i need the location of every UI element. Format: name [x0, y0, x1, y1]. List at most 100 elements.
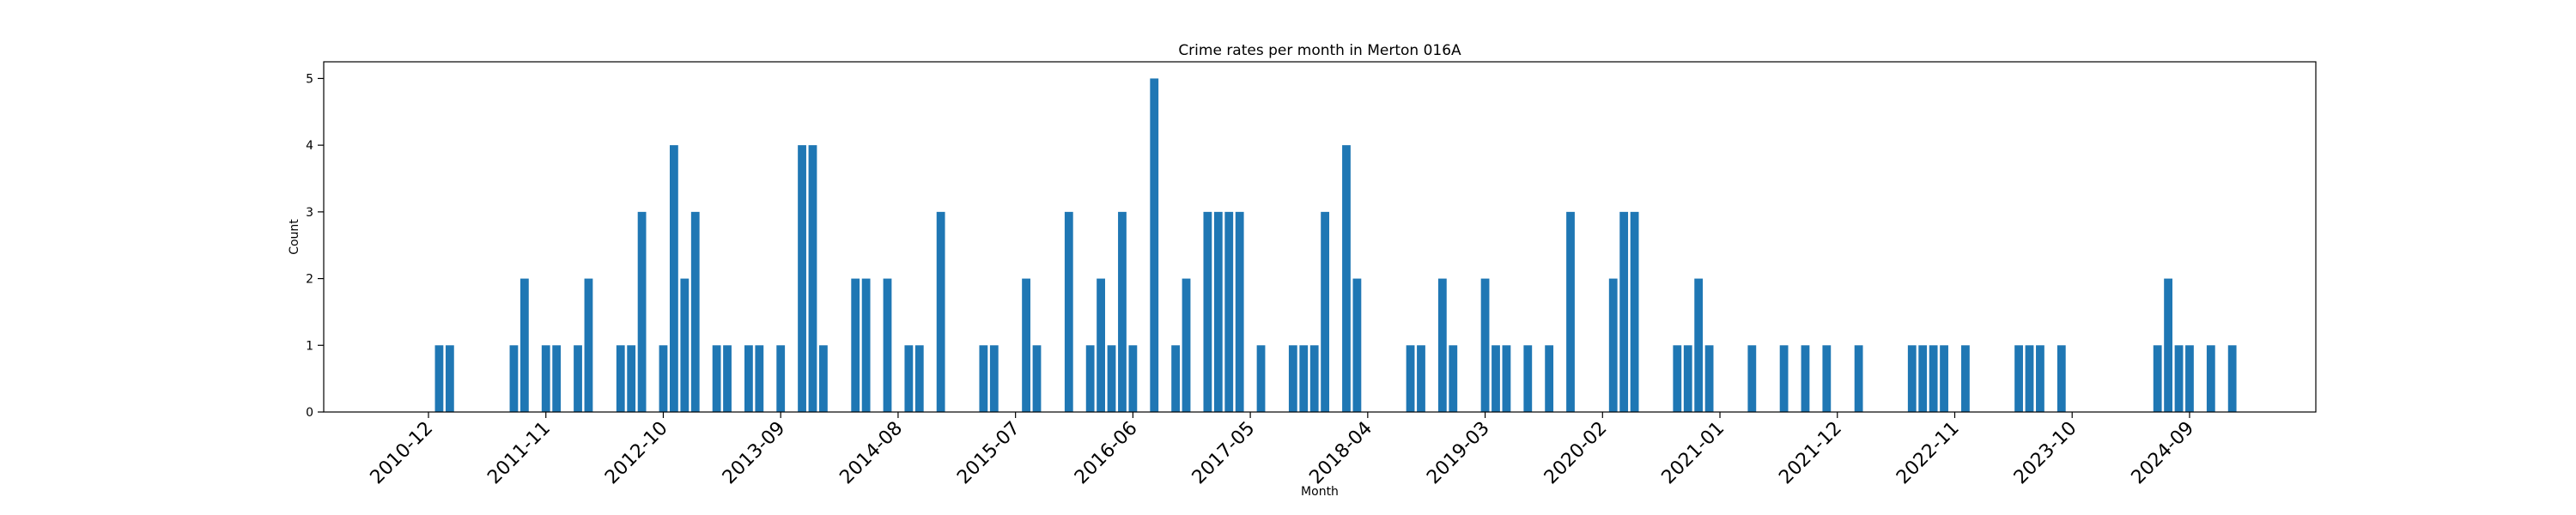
x-tick-label: 2022-11: [1893, 418, 1964, 489]
bar-2021-09: [1801, 345, 1810, 412]
bar-2020-10: [1683, 345, 1692, 412]
bar-2016-02: [1085, 345, 1095, 412]
bar-2017-06: [1256, 345, 1266, 412]
bar-2022-10: [1940, 345, 1948, 412]
bar-2011-12: [552, 345, 562, 412]
bar-2012-08: [637, 211, 647, 412]
bar-2018-02: [1342, 145, 1351, 412]
bar-2019-07: [1523, 345, 1533, 412]
x-tick-label: 2023-10: [2010, 418, 2081, 489]
x-axis-label: Month: [1301, 485, 1339, 499]
bar-2023-09: [2057, 345, 2066, 412]
bar-2024-11: [2206, 345, 2215, 412]
bar-2015-04: [979, 345, 988, 412]
bar-2018-03: [1352, 278, 1362, 412]
bar-2019-11: [1566, 211, 1575, 412]
bar-2013-06: [744, 345, 753, 412]
bar-2017-01: [1203, 211, 1212, 412]
x-tick-label: 2013-09: [719, 418, 790, 489]
bar-2024-06: [2153, 345, 2162, 412]
bar-2015-08: [1022, 278, 1030, 412]
bar-2023-07: [2036, 345, 2044, 412]
bar-2011-09: [519, 278, 529, 412]
bar-2014-07: [883, 278, 892, 412]
bar-2024-08: [2174, 345, 2184, 412]
bar-2025-01: [2227, 345, 2237, 412]
bar-2016-05: [1118, 211, 1127, 412]
bar-2022-12: [1961, 345, 1970, 412]
bar-2024-07: [2164, 278, 2172, 412]
bar-2013-07: [755, 345, 764, 412]
bar-2012-06: [616, 345, 625, 412]
bar-2016-04: [1107, 345, 1116, 412]
x-tick-label: 2012-10: [601, 418, 672, 489]
bar-2012-03: [584, 278, 593, 412]
bar-2014-10: [914, 345, 924, 412]
x-tick-label: 2015-07: [953, 418, 1024, 489]
bar-2016-08: [1150, 78, 1159, 413]
bar-2011-01: [434, 345, 444, 412]
x-tick-label: 2016-06: [1071, 418, 1142, 489]
bar-2021-11: [1822, 345, 1832, 412]
x-tick-label: 2014-08: [835, 418, 907, 489]
bar-2022-08: [1918, 345, 1928, 412]
bar-2018-09: [1417, 345, 1425, 412]
bar-2019-04: [1492, 345, 1500, 412]
x-tick-label: 2019-03: [1423, 418, 1494, 489]
bar-2022-02: [1854, 345, 1863, 412]
y-tick-label: 5: [306, 72, 313, 86]
x-tick-label: 2024-09: [2128, 418, 2199, 489]
bar-2011-02: [445, 345, 454, 412]
y-axis: 0 1 2 3 4 5: [306, 72, 324, 420]
bar-2015-05: [989, 345, 999, 412]
y-axis-label: Count: [288, 219, 301, 255]
bar-2017-09: [1288, 345, 1297, 412]
bar-2013-09: [776, 345, 786, 412]
bar-2023-05: [2014, 345, 2023, 412]
bar-2018-12: [1449, 345, 1458, 412]
bar-2012-07: [627, 345, 636, 412]
bar-2012-12: [680, 278, 690, 412]
bar-2016-10: [1171, 345, 1180, 412]
bar-2018-08: [1406, 345, 1415, 412]
bar-2019-09: [1545, 345, 1554, 412]
y-tick-label: 2: [306, 273, 313, 287]
x-tick-label: 2010-12: [367, 418, 438, 489]
bar-2022-07: [1907, 345, 1917, 412]
y-tick-label: 0: [306, 406, 313, 420]
bar-2020-11: [1694, 278, 1704, 412]
bar-2014-01: [819, 345, 828, 412]
bar-2020-05: [1630, 211, 1639, 412]
bar-2013-01: [690, 211, 700, 412]
bar-2022-09: [1929, 345, 1938, 412]
bar-2020-12: [1704, 345, 1714, 412]
bar-2014-09: [904, 345, 914, 412]
bar-2019-05: [1502, 345, 1511, 412]
x-tick-label: 2018-04: [1305, 418, 1376, 489]
x-tick-label: 2020-02: [1540, 418, 1612, 489]
x-tick-label: 2021-01: [1658, 418, 1729, 489]
bar-2014-12: [936, 211, 945, 412]
bar-2013-04: [723, 345, 732, 412]
bar-2017-02: [1213, 211, 1223, 412]
bar-2014-04: [851, 278, 860, 412]
bar-2017-04: [1235, 211, 1244, 412]
bar-2015-12: [1064, 211, 1073, 412]
bar-2012-11: [669, 145, 678, 412]
bar-2011-11: [541, 345, 550, 412]
bar-2018-11: [1437, 278, 1447, 412]
bar-2020-03: [1608, 278, 1618, 412]
bar-2013-11: [798, 145, 806, 412]
bar-2017-11: [1309, 345, 1319, 412]
x-tick-label: 2021-12: [1775, 418, 1846, 489]
bar-2013-03: [712, 345, 721, 412]
bar-2015-09: [1032, 345, 1042, 412]
bar-2023-06: [2025, 345, 2034, 412]
bar-2019-03: [1480, 278, 1490, 412]
x-axis: 2010-12 2011-11 2012-10 2013-09 2014-08 2015-…: [367, 412, 2199, 489]
bar-2017-12: [1321, 211, 1330, 412]
bar-2016-03: [1097, 278, 1105, 412]
bar-2011-08: [509, 345, 519, 412]
bar-2013-12: [808, 145, 817, 412]
bars-group: [434, 78, 2237, 413]
